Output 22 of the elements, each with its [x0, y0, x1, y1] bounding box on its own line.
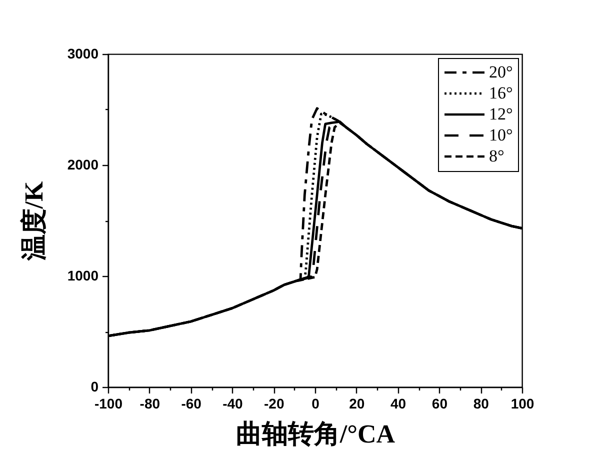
legend-label: 10°: [489, 126, 513, 144]
x-tick-label: -60: [181, 396, 202, 412]
x-tick-label: -80: [140, 396, 160, 412]
x-tick-label: -40: [222, 396, 244, 412]
x-tick-label: 20: [349, 396, 365, 412]
x-tick-label: -100: [94, 396, 123, 412]
legend-label: 20°: [489, 62, 513, 82]
legend-label: 8°: [489, 146, 504, 166]
y-tick-label: 0: [90, 378, 99, 394]
x-tick-label: -20: [264, 396, 284, 412]
y-tick-label: 3000: [67, 46, 99, 62]
x-tick-label: 60: [432, 396, 448, 412]
x-tick-label: 40: [390, 396, 406, 412]
y-tick-label: 1000: [67, 268, 99, 284]
y-tick-label: 2000: [67, 156, 99, 172]
x-tick-label: 0: [312, 396, 320, 412]
x-tick-label: 100: [510, 396, 534, 412]
legend-label: 12°: [489, 104, 513, 124]
legend-label: 16°: [489, 84, 513, 102]
x-tick-label: 80: [473, 396, 490, 412]
x-axis-title: 曲轴转角/°CA: [236, 420, 396, 448]
y-axis-title: 温度/K: [19, 180, 48, 262]
